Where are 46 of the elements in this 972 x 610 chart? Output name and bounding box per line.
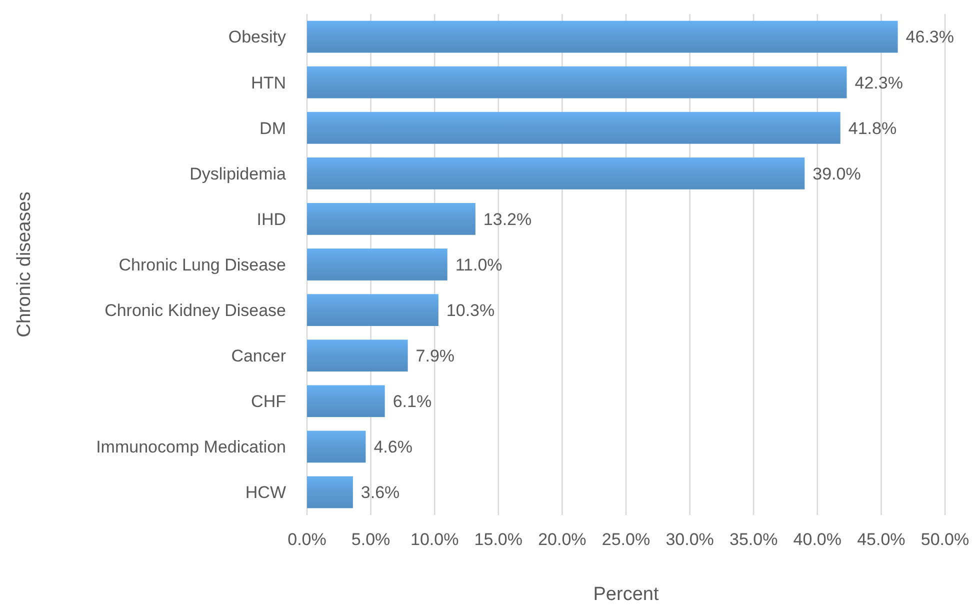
y-tick-label: Dyslipidemia xyxy=(190,164,287,184)
y-tick-label: DM xyxy=(260,118,286,138)
x-tick-label: 35.0% xyxy=(730,530,778,549)
x-tick-label: 20.0% xyxy=(538,530,586,549)
bar xyxy=(307,248,448,280)
x-axis-title: Percent xyxy=(593,584,660,605)
data-label: 39.0% xyxy=(812,164,861,184)
bar xyxy=(307,430,366,463)
data-label: 7.9% xyxy=(416,346,455,366)
data-label: 3.6% xyxy=(360,483,400,502)
x-tick-label: 15.0% xyxy=(474,530,522,549)
bar xyxy=(307,203,476,235)
y-tick-label: HCW xyxy=(245,483,286,502)
bar xyxy=(307,157,805,190)
x-tick-label: 5.0% xyxy=(351,530,390,549)
data-label: 42.3% xyxy=(854,73,903,92)
x-tick-label: 45.0% xyxy=(857,530,906,549)
x-tick-label: 0.0% xyxy=(288,530,326,549)
y-tick-label: CHF xyxy=(251,392,286,412)
x-tick-label: 40.0% xyxy=(793,530,842,549)
x-tick-label: 30.0% xyxy=(666,530,714,549)
data-label: 6.1% xyxy=(392,392,432,412)
bar xyxy=(307,20,898,53)
data-label: 4.6% xyxy=(374,438,412,457)
bar xyxy=(307,476,353,508)
y-tick-label: Immunocomp Medication xyxy=(96,438,286,457)
data-label: 41.8% xyxy=(848,118,897,138)
y-tick-label: Chronic Kidney Disease xyxy=(104,300,286,320)
data-label: 46.3% xyxy=(906,28,954,47)
bar xyxy=(307,340,408,372)
y-tick-label: IHD xyxy=(256,210,286,229)
data-label: 13.2% xyxy=(483,210,532,229)
data-label: 11.0% xyxy=(455,255,502,274)
y-axis-title: Chronic diseases xyxy=(14,192,35,338)
bar xyxy=(307,66,847,98)
y-tick-label: Cancer xyxy=(231,346,286,366)
bar xyxy=(307,385,385,418)
x-tick-label: 50.0% xyxy=(920,530,970,549)
y-tick-label: Obesity xyxy=(228,28,286,47)
data-label: 10.3% xyxy=(446,300,495,320)
bar xyxy=(307,294,438,326)
y-tick-label: Chronic Lung Disease xyxy=(118,255,286,274)
bar xyxy=(307,112,840,144)
x-tick-label: 25.0% xyxy=(602,530,650,549)
x-tick-label: 10.0% xyxy=(410,530,459,549)
y-tick-label: HTN xyxy=(251,73,286,92)
